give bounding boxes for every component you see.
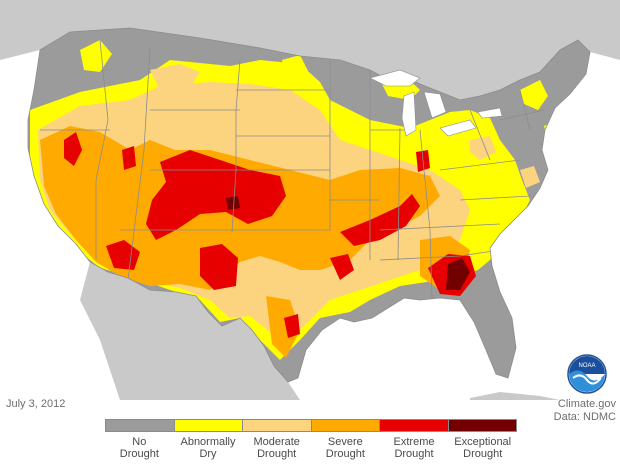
legend-swatch-no-drought — [106, 420, 175, 431]
drought-map-svg — [0, 0, 620, 400]
canada-land — [0, 0, 620, 100]
legend-label-exceptional-drought: Exceptional Drought — [454, 436, 512, 460]
legend-label-extreme-drought: Extreme Drought — [393, 436, 435, 460]
mexico-land — [80, 262, 300, 400]
legend-label-abnormally-dry: Abnormally Dry — [180, 436, 236, 460]
source-climate-gov: Climate.gov — [557, 398, 616, 410]
noaa-logo-icon: NOAA — [567, 354, 607, 394]
legend: No Drought Abnormally Dry Moderate Drought … — [105, 419, 517, 460]
legend-swatch-abnormally-dry — [174, 420, 243, 431]
source-block: Climate.gov Data: NDMC — [554, 398, 616, 424]
map-date: July 3, 2012 — [6, 398, 66, 410]
drought-map — [0, 0, 620, 400]
legend-labels: No Drought Abnormally Dry Moderate Drought … — [105, 432, 517, 460]
us-drought-layer — [28, 28, 590, 382]
legend-label-moderate-drought: Moderate Drought — [253, 436, 300, 460]
cuba-land — [470, 392, 560, 400]
legend-swatch-extreme-drought — [380, 420, 449, 431]
legend-swatch-severe-drought — [311, 420, 380, 431]
legend-label-no-drought: No Drought — [119, 436, 159, 460]
noaa-logo-text: NOAA — [578, 363, 595, 369]
legend-bar — [105, 419, 517, 432]
legend-swatch-exceptional-drought — [448, 420, 516, 431]
legend-swatch-moderate-drought — [243, 420, 312, 431]
great-lakes — [369, 69, 503, 137]
legend-label-severe-drought: Severe Drought — [325, 436, 365, 460]
source-data-ndmc: Data: NDMC — [553, 411, 616, 423]
